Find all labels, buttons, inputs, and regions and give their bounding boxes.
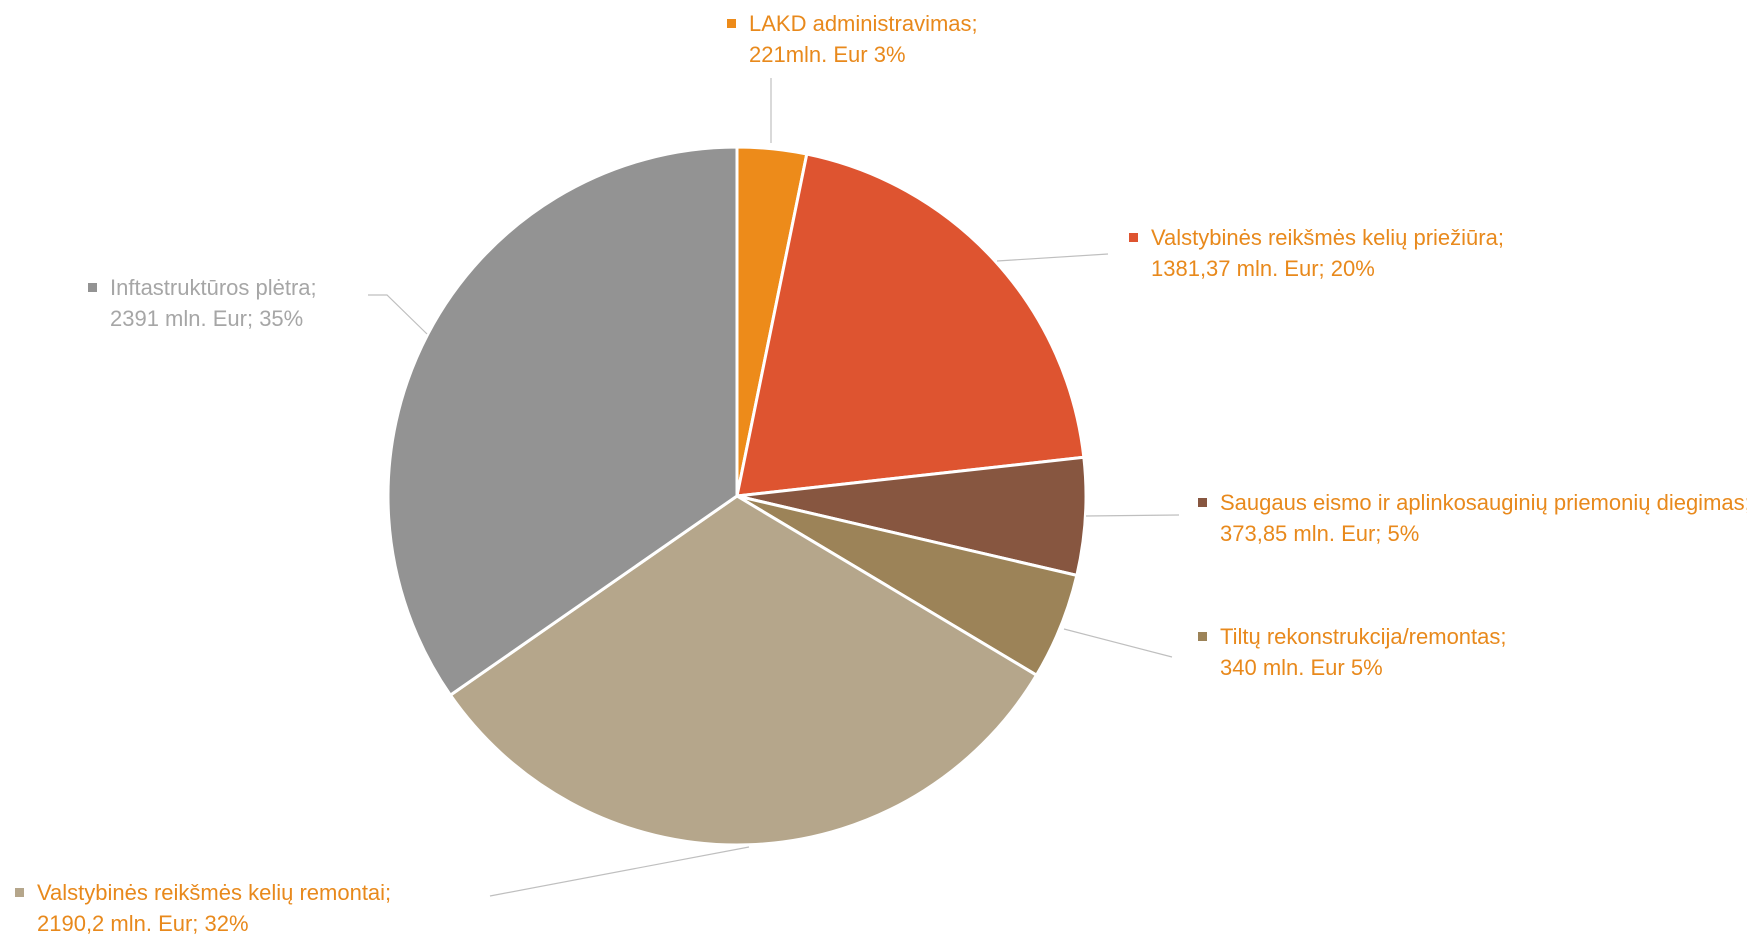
category-label: LAKD administravimas; [749,11,978,36]
leader-line [368,294,428,335]
legend-swatch [88,283,97,292]
category-label: Tiltų rekonstrukcija/remontas; [1220,624,1507,649]
legend-swatch [15,888,24,897]
legend-swatch [1198,498,1207,507]
category-label: Valstybinės reikšmės kelių remontai; [37,880,392,905]
data-label: Inftastruktūros plėtra; 2391 mln. Eur; 35… [110,272,510,334]
legend-swatch [1198,632,1207,641]
value-label: 340 mln. Eur 5% [1220,655,1383,680]
leader-line [996,253,1109,262]
data-label: LAKD administravimas; 221mln. Eur 3% [749,8,1149,70]
category-label: Inftastruktūros plėtra; [110,275,317,300]
data-label: Tiltų rekonstrukcija/remontas; 340 mln. E… [1220,621,1720,683]
category-label: Valstybinės reikšmės kelių priežiūra; [1151,225,1504,250]
category-label: Saugaus eismo ir aplinkosauginių priemon… [1220,490,1747,515]
leader-line [489,846,750,897]
value-label: 221mln. Eur 3% [749,42,906,67]
legend-swatch [727,19,736,28]
legend-swatch [1129,233,1138,242]
pie-slice [735,152,1086,498]
data-label: Saugaus eismo ir aplinkosauginių priemon… [1220,487,1747,549]
value-label: 373,85 mln. Eur; 5% [1220,521,1420,546]
data-label: Valstybinės reikšmės kelių priežiūra; 138… [1151,222,1711,284]
pie-slice [448,494,1039,847]
leader-line [1063,628,1173,658]
pie-slice [386,145,739,698]
value-label: 2190,2 mln. Eur; 32% [37,911,249,936]
data-label: Valstybinės reikšmės kelių remontai; 2190… [37,877,597,939]
value-label: 2391 mln. Eur; 35% [110,306,304,331]
leader-line [1085,514,1180,517]
value-label: 1381,37 mln. Eur; 20% [1151,256,1375,281]
